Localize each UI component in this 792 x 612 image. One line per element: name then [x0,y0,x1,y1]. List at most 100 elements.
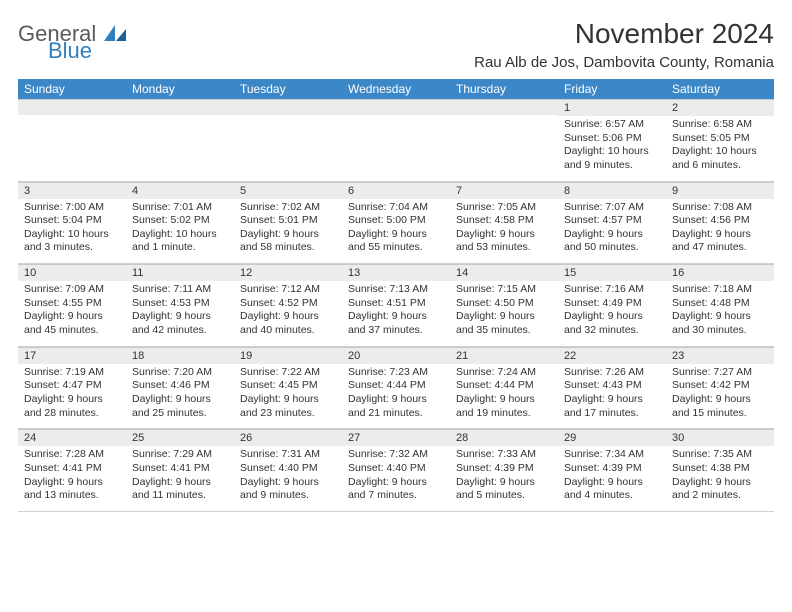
day-details [234,115,342,175]
sunset-line: Sunset: 4:55 PM [24,297,120,311]
calendar-empty-cell [450,99,558,181]
day-details: Sunrise: 7:00 AMSunset: 5:04 PMDaylight:… [18,199,126,264]
day-details [450,115,558,175]
sunrise-line: Sunrise: 6:58 AM [672,118,768,132]
sunset-line: Sunset: 4:41 PM [24,462,120,476]
calendar-day-cell: 15Sunrise: 7:16 AMSunset: 4:49 PMDayligh… [558,264,666,347]
daylight-line: Daylight: 9 hours and 17 minutes. [564,393,660,420]
weekday-header: Saturday [666,79,774,99]
title-block: November 2024 Rau Alb de Jos, Dambovita … [474,18,774,71]
calendar-day-cell: 20Sunrise: 7:23 AMSunset: 4:44 PMDayligh… [342,346,450,429]
calendar-day-cell: 29Sunrise: 7:34 AMSunset: 4:39 PMDayligh… [558,429,666,512]
daylight-line: Daylight: 9 hours and 4 minutes. [564,476,660,503]
day-number: 20 [342,347,450,364]
sunset-line: Sunset: 4:52 PM [240,297,336,311]
day-details: Sunrise: 7:23 AMSunset: 4:44 PMDaylight:… [342,364,450,429]
day-number: 10 [18,264,126,281]
sunrise-line: Sunrise: 7:29 AM [132,448,228,462]
daylight-line: Daylight: 10 hours and 6 minutes. [672,145,768,172]
sunset-line: Sunset: 4:51 PM [348,297,444,311]
day-details: Sunrise: 7:24 AMSunset: 4:44 PMDaylight:… [450,364,558,429]
calendar-empty-cell [18,99,126,181]
day-number: 24 [18,429,126,446]
day-details: Sunrise: 7:08 AMSunset: 4:56 PMDaylight:… [666,199,774,264]
calendar-day-cell: 11Sunrise: 7:11 AMSunset: 4:53 PMDayligh… [126,264,234,347]
sunset-line: Sunset: 4:39 PM [564,462,660,476]
day-number: 6 [342,182,450,199]
calendar-week-row: 24Sunrise: 7:28 AMSunset: 4:41 PMDayligh… [18,429,774,512]
calendar-day-cell: 22Sunrise: 7:26 AMSunset: 4:43 PMDayligh… [558,346,666,429]
day-details: Sunrise: 7:26 AMSunset: 4:43 PMDaylight:… [558,364,666,429]
day-number: 3 [18,182,126,199]
day-number [126,99,234,115]
day-details [342,115,450,175]
calendar-empty-cell [126,99,234,181]
day-details: Sunrise: 7:33 AMSunset: 4:39 PMDaylight:… [450,446,558,511]
sunset-line: Sunset: 5:04 PM [24,214,120,228]
sunrise-line: Sunrise: 6:57 AM [564,118,660,132]
sunset-line: Sunset: 4:56 PM [672,214,768,228]
day-details [18,115,126,175]
calendar-week-row: 1Sunrise: 6:57 AMSunset: 5:06 PMDaylight… [18,99,774,181]
day-number: 8 [558,182,666,199]
day-number: 9 [666,182,774,199]
sunrise-line: Sunrise: 7:13 AM [348,283,444,297]
daylight-line: Daylight: 9 hours and 58 minutes. [240,228,336,255]
day-number: 1 [558,99,666,116]
sunrise-line: Sunrise: 7:18 AM [672,283,768,297]
calendar-day-cell: 16Sunrise: 7:18 AMSunset: 4:48 PMDayligh… [666,264,774,347]
sunrise-line: Sunrise: 7:24 AM [456,366,552,380]
day-details: Sunrise: 6:57 AMSunset: 5:06 PMDaylight:… [558,116,666,181]
day-number: 17 [18,347,126,364]
daylight-line: Daylight: 9 hours and 13 minutes. [24,476,120,503]
sunset-line: Sunset: 4:58 PM [456,214,552,228]
sunrise-line: Sunrise: 7:15 AM [456,283,552,297]
day-number [18,99,126,115]
sunrise-line: Sunrise: 7:32 AM [348,448,444,462]
sunrise-line: Sunrise: 7:26 AM [564,366,660,380]
daylight-line: Daylight: 9 hours and 45 minutes. [24,310,120,337]
sunrise-line: Sunrise: 7:01 AM [132,201,228,215]
daylight-line: Daylight: 9 hours and 37 minutes. [348,310,444,337]
sunrise-line: Sunrise: 7:08 AM [672,201,768,215]
calendar-table: SundayMondayTuesdayWednesdayThursdayFrid… [18,79,774,512]
calendar-day-cell: 25Sunrise: 7:29 AMSunset: 4:41 PMDayligh… [126,429,234,512]
daylight-line: Daylight: 9 hours and 40 minutes. [240,310,336,337]
weekday-header: Thursday [450,79,558,99]
sunrise-line: Sunrise: 7:35 AM [672,448,768,462]
calendar-day-cell: 14Sunrise: 7:15 AMSunset: 4:50 PMDayligh… [450,264,558,347]
weekday-header: Monday [126,79,234,99]
day-number: 28 [450,429,558,446]
sunrise-line: Sunrise: 7:34 AM [564,448,660,462]
daylight-line: Daylight: 10 hours and 3 minutes. [24,228,120,255]
calendar-week-row: 17Sunrise: 7:19 AMSunset: 4:47 PMDayligh… [18,346,774,429]
day-details: Sunrise: 6:58 AMSunset: 5:05 PMDaylight:… [666,116,774,181]
sunrise-line: Sunrise: 7:07 AM [564,201,660,215]
logo-sail-icon [104,23,126,41]
day-details: Sunrise: 7:16 AMSunset: 4:49 PMDaylight:… [558,281,666,346]
sunset-line: Sunset: 4:40 PM [348,462,444,476]
day-number: 19 [234,347,342,364]
daylight-line: Daylight: 9 hours and 55 minutes. [348,228,444,255]
day-number [234,99,342,115]
daylight-line: Daylight: 9 hours and 30 minutes. [672,310,768,337]
sunrise-line: Sunrise: 7:00 AM [24,201,120,215]
sunrise-line: Sunrise: 7:02 AM [240,201,336,215]
daylight-line: Daylight: 9 hours and 7 minutes. [348,476,444,503]
sunset-line: Sunset: 4:41 PM [132,462,228,476]
day-number: 2 [666,99,774,116]
sunset-line: Sunset: 5:06 PM [564,132,660,146]
weekday-header: Sunday [18,79,126,99]
logo-text: General Blue [18,24,126,62]
day-details: Sunrise: 7:18 AMSunset: 4:48 PMDaylight:… [666,281,774,346]
calendar-day-cell: 12Sunrise: 7:12 AMSunset: 4:52 PMDayligh… [234,264,342,347]
calendar-empty-cell [234,99,342,181]
sunrise-line: Sunrise: 7:28 AM [24,448,120,462]
day-number: 26 [234,429,342,446]
day-details: Sunrise: 7:31 AMSunset: 4:40 PMDaylight:… [234,446,342,511]
sunrise-line: Sunrise: 7:04 AM [348,201,444,215]
daylight-line: Daylight: 9 hours and 19 minutes. [456,393,552,420]
sunrise-line: Sunrise: 7:11 AM [132,283,228,297]
sunset-line: Sunset: 4:48 PM [672,297,768,311]
day-details: Sunrise: 7:09 AMSunset: 4:55 PMDaylight:… [18,281,126,346]
